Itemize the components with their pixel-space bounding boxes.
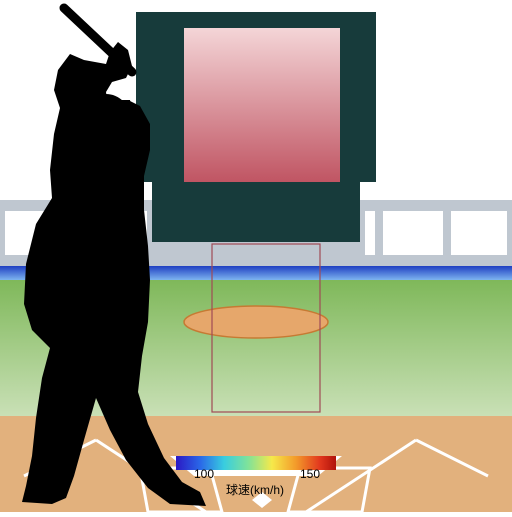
scoreboard-panel (184, 28, 340, 182)
stand-panel (450, 210, 508, 256)
pitchers-mound (184, 306, 328, 338)
legend-label: 球速(km/h) (226, 483, 284, 497)
stand-panel (382, 210, 444, 256)
pitch-chart: 100 150 球速(km/h) (0, 0, 512, 512)
stand-panel (364, 210, 376, 256)
legend-tick: 150 (300, 467, 320, 481)
legend-tick: 100 (194, 467, 214, 481)
